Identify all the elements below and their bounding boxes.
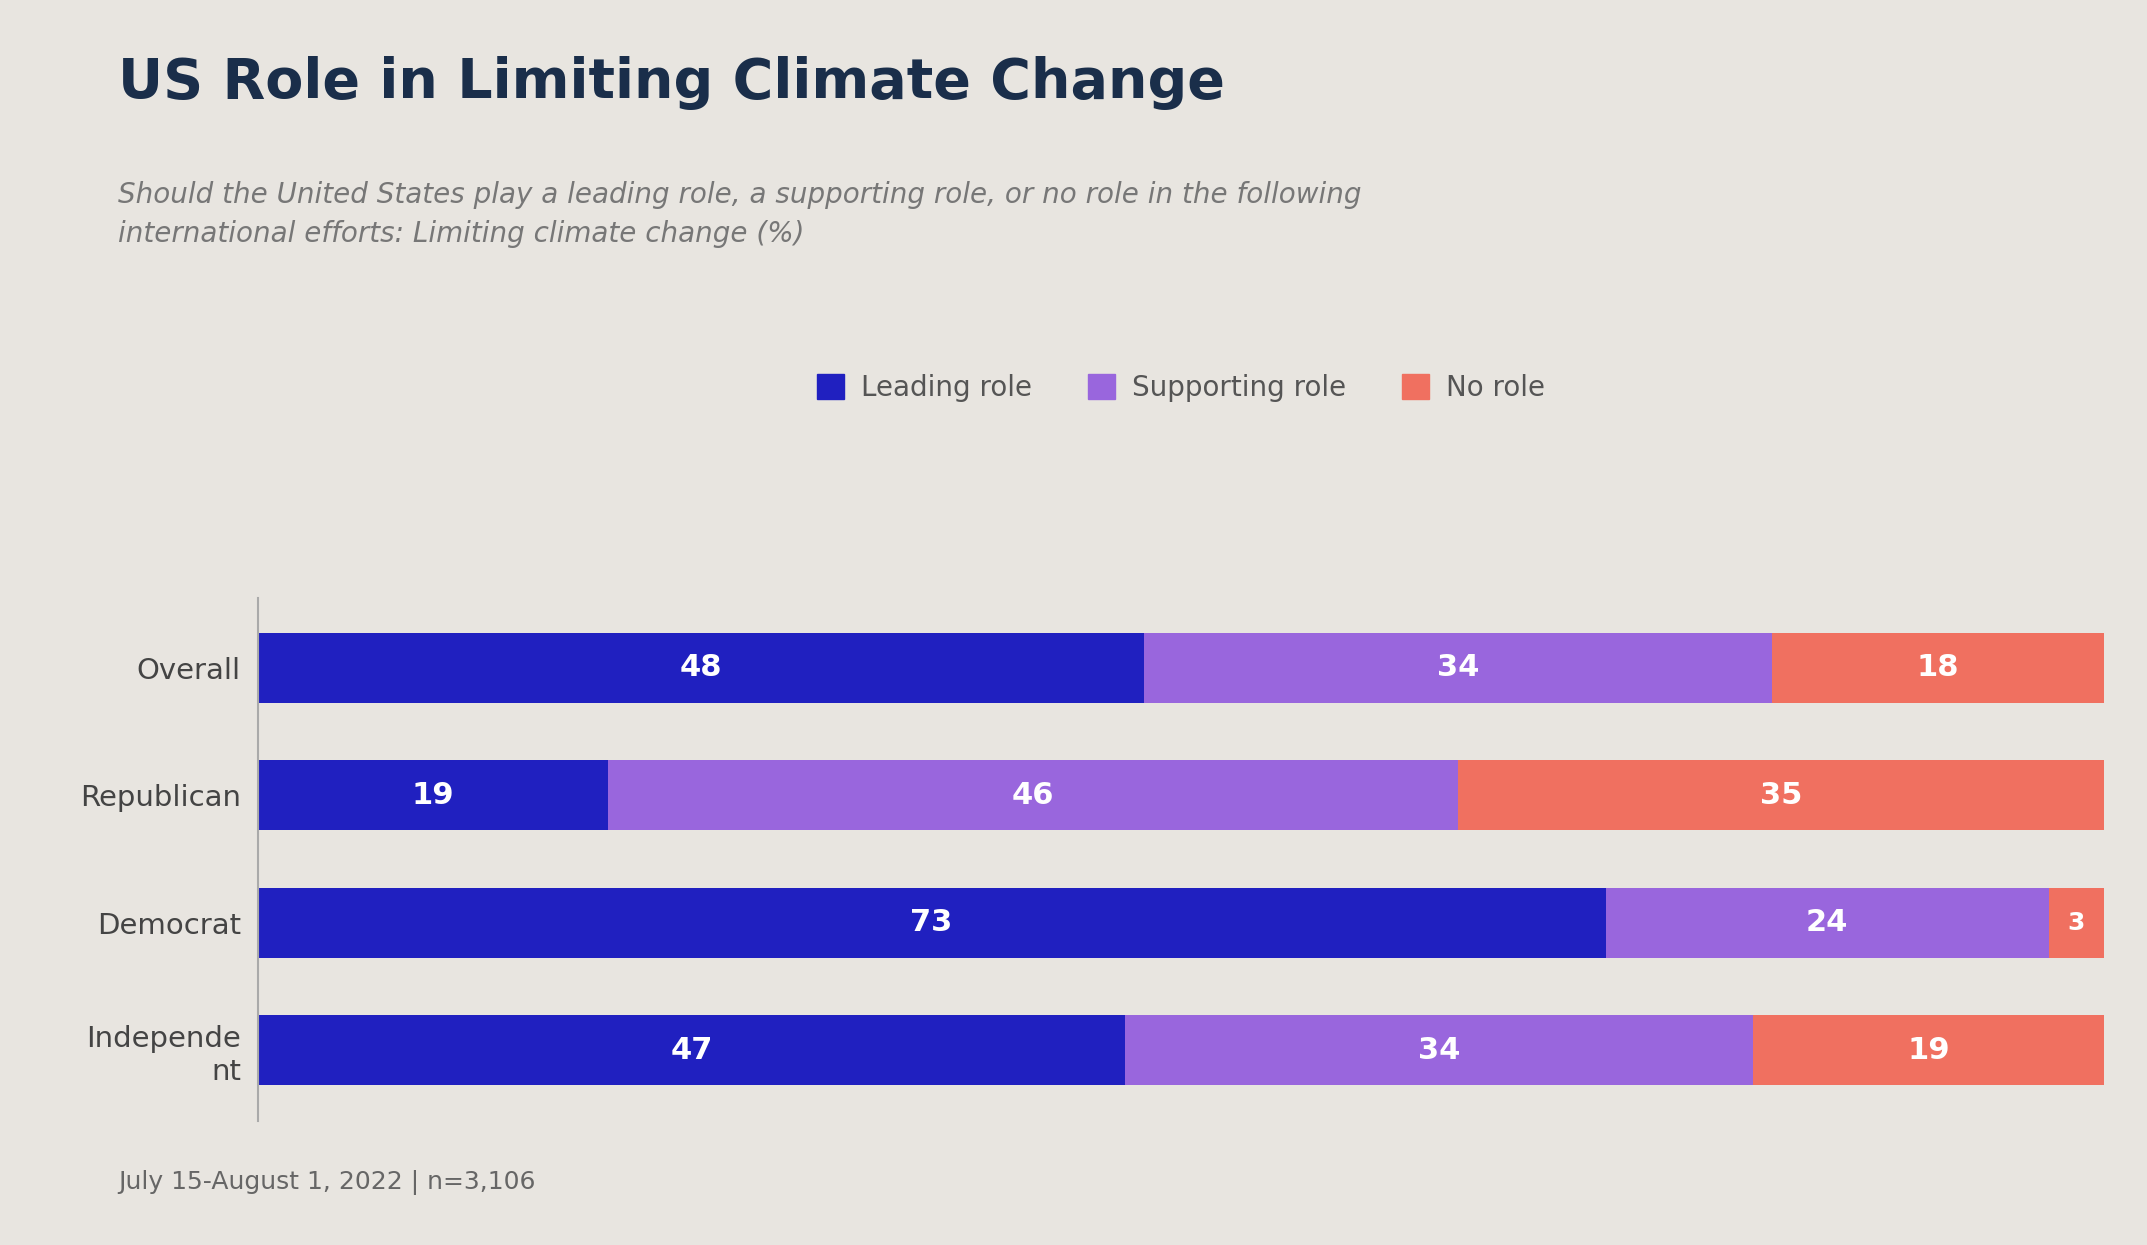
Bar <box>1144 632 1771 703</box>
Text: 18: 18 <box>1917 654 1958 682</box>
Bar <box>1754 1015 2104 1086</box>
Text: 34: 34 <box>1436 654 1479 682</box>
Text: 3: 3 <box>2068 911 2085 935</box>
Legend: Leading role, Supporting role, No role: Leading role, Supporting role, No role <box>805 362 1557 412</box>
Bar <box>258 632 1144 703</box>
Bar <box>1771 632 2104 703</box>
Text: 19: 19 <box>412 781 455 809</box>
Bar <box>2048 888 2104 957</box>
Text: 34: 34 <box>1419 1036 1460 1064</box>
Text: 73: 73 <box>910 909 953 937</box>
Text: US Role in Limiting Climate Change: US Role in Limiting Climate Change <box>118 56 1226 110</box>
Text: July 15-August 1, 2022 | n=3,106: July 15-August 1, 2022 | n=3,106 <box>118 1170 535 1195</box>
Bar <box>258 888 1606 957</box>
Text: 46: 46 <box>1011 781 1054 809</box>
Text: 19: 19 <box>1907 1036 1949 1064</box>
Text: 47: 47 <box>670 1036 713 1064</box>
Bar <box>1458 761 2104 830</box>
Text: 48: 48 <box>681 654 721 682</box>
Bar <box>1125 1015 1754 1086</box>
Bar <box>258 1015 1125 1086</box>
Bar <box>258 761 608 830</box>
Text: 24: 24 <box>1806 909 1849 937</box>
Text: 35: 35 <box>1761 781 1801 809</box>
Text: Should the United States play a leading role, a supporting role, or no role in t: Should the United States play a leading … <box>118 181 1361 248</box>
Bar <box>1606 888 2048 957</box>
Bar <box>608 761 1458 830</box>
